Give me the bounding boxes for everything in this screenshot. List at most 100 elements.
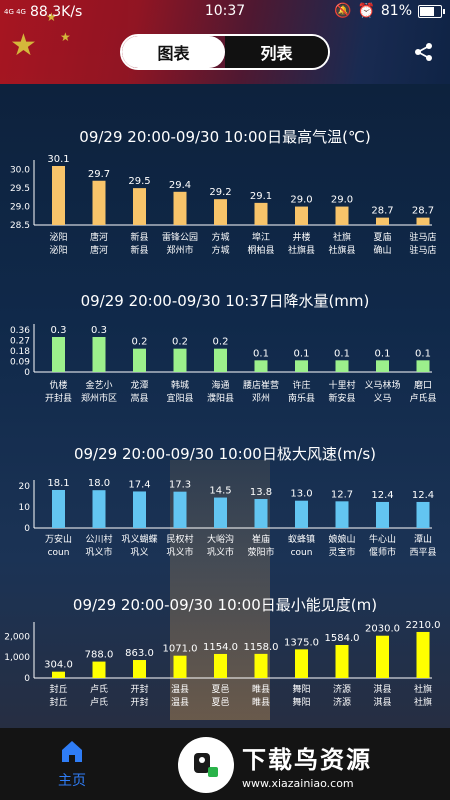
data-label: 304.0 [44, 660, 73, 671]
y-tick-label: 29.0 [10, 203, 30, 213]
bar [254, 202, 268, 225]
watermark-url: www.xiazainiao.com [242, 777, 354, 790]
x-tick-label: 方城 [211, 231, 229, 243]
x-tick-sublabel: 巩义市 [207, 546, 234, 558]
data-label: 0.3 [91, 325, 107, 336]
data-label: 28.7 [371, 206, 393, 217]
signal-indicator: 4G 4G [4, 7, 26, 16]
x-tick-sublabel: 南乐县 [288, 392, 315, 404]
x-tick-label: 雷锋公园 [162, 231, 198, 243]
data-label: 0.1 [415, 348, 431, 359]
battery-icon [418, 4, 445, 18]
x-tick-label: 腰店崔营 [243, 379, 279, 391]
bird-logo-icon [194, 753, 218, 777]
data-label: 1375.0 [284, 637, 319, 648]
bar [335, 360, 349, 372]
x-tick-sublabel: 新县 [130, 244, 148, 256]
x-tick-sublabel: 社旗县 [288, 244, 315, 256]
tab-list[interactable]: 列表 [225, 36, 328, 68]
view-toggle: 图表 列表 [120, 34, 330, 70]
x-tick-sublabel: 邓州 [252, 393, 270, 404]
data-label: 12.4 [412, 490, 434, 501]
chart-title-visibility: 09/29 20:00-09/30 10:00日最小能见度(m) [72, 596, 378, 614]
x-tick-label: 公川村 [85, 533, 112, 545]
data-label: 2210.0 [406, 620, 441, 631]
data-label: 13.8 [250, 487, 272, 498]
data-label: 17.3 [169, 480, 191, 491]
bar [92, 490, 106, 528]
x-tick-sublabel: 方城 [211, 244, 229, 256]
data-label: 18.1 [47, 478, 69, 489]
x-tick-label: 娘娘山 [328, 533, 355, 545]
data-label: 788.0 [85, 650, 114, 661]
x-tick-sublabel: 卢氏 [90, 696, 108, 708]
x-tick-label: 济源 [333, 683, 351, 695]
x-tick-sublabel: coun [291, 548, 313, 558]
bar [295, 206, 308, 225]
bar [335, 206, 349, 225]
bar [173, 348, 187, 372]
x-tick-sublabel: 卢氏县 [409, 392, 436, 404]
battery-percent: 81% [380, 3, 412, 19]
x-tick-sublabel: 济源 [333, 696, 351, 708]
x-tick-label: 义马林场 [364, 379, 400, 391]
data-label: 12.7 [331, 489, 353, 500]
x-tick-sublabel: 濮阳县 [207, 392, 234, 404]
x-tick-label: 万安山 [45, 533, 72, 545]
x-tick-label: 金艺小 [85, 379, 112, 391]
x-tick-label: 韩城 [171, 379, 189, 391]
x-tick-sublabel: 确山 [373, 244, 391, 256]
chart-title-wind: 09/29 20:00-09/30 10:00日极大风速(m/s) [73, 445, 377, 463]
data-label: 29.1 [250, 191, 272, 202]
y-tick-label: 0.09 [10, 358, 30, 368]
bar [295, 649, 308, 678]
data-label: 0.3 [51, 325, 67, 336]
nav-home[interactable]: 主页 [44, 738, 100, 790]
data-label: 28.7 [412, 206, 434, 217]
x-tick-label: 泌阳 [49, 231, 67, 243]
bottom-nav: 主页 [0, 728, 450, 800]
bar [416, 501, 430, 528]
star-icon: ★ [10, 28, 37, 63]
x-tick-label: 夏邑 [211, 684, 229, 695]
data-label: 14.5 [209, 486, 231, 497]
x-tick-label: 驻马店 [409, 231, 436, 243]
x-tick-sublabel: 夏邑 [211, 697, 229, 708]
x-tick-label: 大峪沟 [207, 533, 234, 545]
x-tick-sublabel: 泌阳 [49, 244, 67, 256]
tab-chart[interactable]: 图表 [122, 36, 225, 68]
x-tick-label: 睢县 [252, 683, 270, 695]
bar [376, 217, 389, 225]
x-tick-sublabel: 偃师市 [369, 546, 396, 558]
bar [214, 199, 227, 225]
x-tick-sublabel: 驻马店 [409, 244, 436, 256]
x-tick-sublabel: 社旗县 [328, 244, 355, 256]
data-label: 863.0 [125, 648, 154, 659]
x-tick-label: 新县 [130, 231, 148, 243]
x-tick-sublabel: 封丘 [49, 696, 67, 708]
data-label: 29.0 [331, 195, 353, 206]
bar [376, 501, 389, 528]
data-label: 0.2 [172, 337, 188, 348]
share-icon[interactable] [414, 42, 434, 62]
x-tick-label: 磨口 [414, 380, 432, 391]
x-tick-label: 崔庙 [252, 533, 270, 545]
nav-home-label: 主页 [58, 773, 86, 789]
x-tick-sublabel: 巩义 [130, 547, 148, 558]
data-label: 29.0 [290, 195, 312, 206]
x-tick-label: 蚁蜂镇 [288, 533, 315, 545]
bar [133, 491, 146, 528]
y-tick-label: 2,000 [4, 632, 30, 642]
bar [173, 191, 187, 225]
data-label: 18.0 [88, 478, 110, 489]
x-tick-sublabel: 温县 [171, 697, 189, 708]
y-tick-label: 30.0 [10, 166, 30, 176]
x-tick-label: 社旗 [333, 231, 351, 243]
x-tick-sublabel: coun [48, 548, 70, 558]
x-tick-sublabel: 唐河 [90, 244, 108, 256]
data-label: 1584.0 [325, 633, 360, 644]
y-tick-label: 1,000 [4, 653, 30, 663]
